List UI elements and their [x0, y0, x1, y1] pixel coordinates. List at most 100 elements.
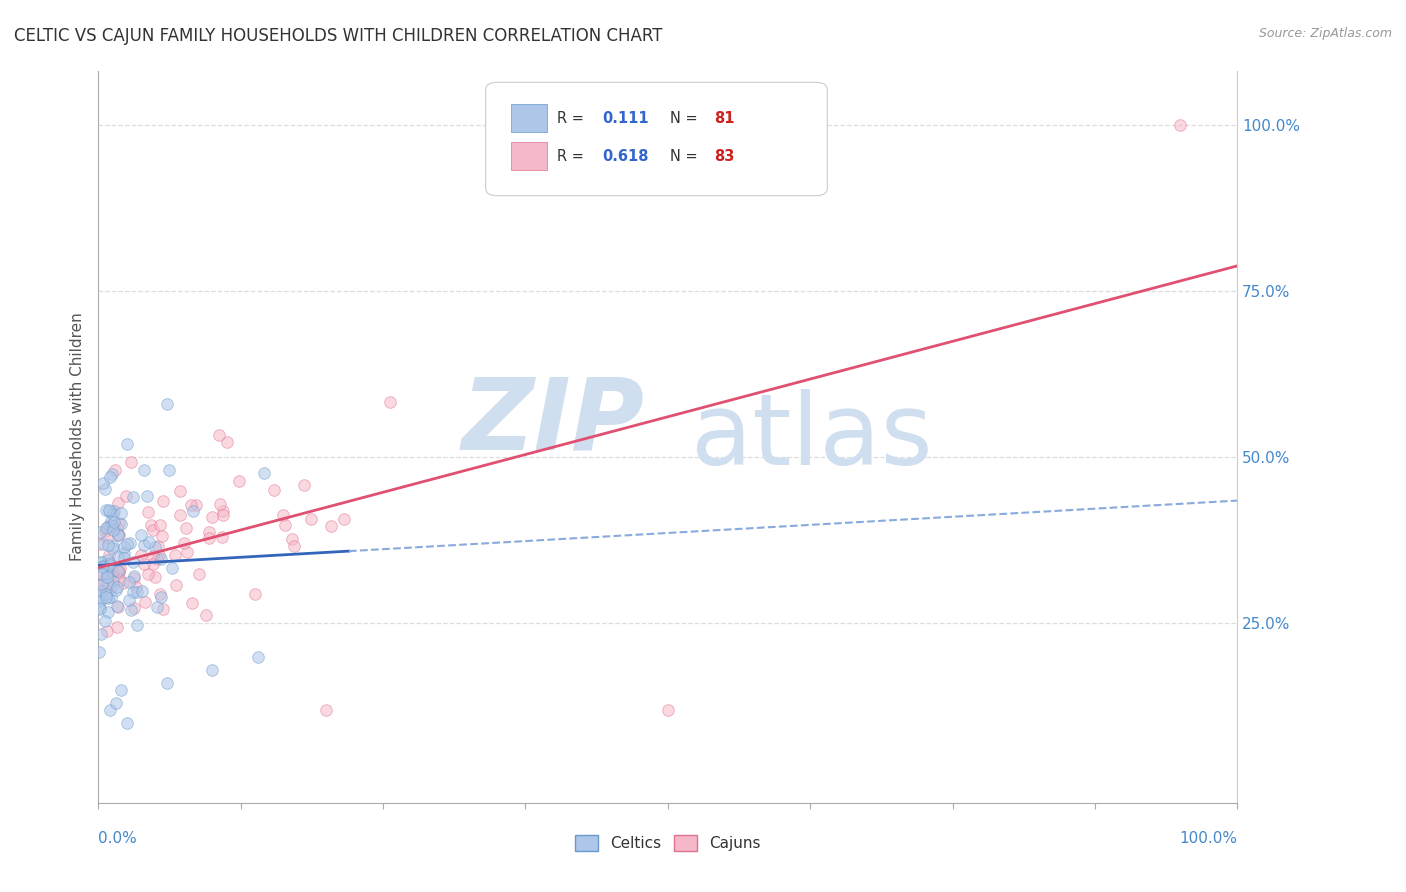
- Point: [100, 591, 122, 605]
- Text: R =: R =: [557, 112, 589, 127]
- Point: [283, 539, 305, 553]
- Point: [101, 523, 124, 537]
- Point: [104, 696, 127, 710]
- Point: [146, 552, 169, 566]
- Text: Source: ZipAtlas.com: Source: ZipAtlas.com: [1258, 27, 1392, 40]
- Point: [217, 434, 239, 449]
- Point: [98, 470, 121, 484]
- Point: [104, 462, 127, 476]
- Point: [115, 436, 138, 450]
- Point: [149, 587, 172, 601]
- Point: [107, 527, 129, 541]
- Point: [136, 566, 159, 581]
- Point: [201, 510, 224, 524]
- Point: [180, 596, 202, 610]
- Point: [246, 649, 269, 664]
- Point: [105, 583, 128, 598]
- Point: [97, 577, 120, 591]
- Point: [228, 474, 250, 488]
- Point: [108, 573, 131, 587]
- Point: [118, 592, 141, 607]
- Point: [122, 571, 145, 585]
- Point: [253, 467, 276, 481]
- Point: [89, 566, 111, 581]
- Point: [121, 490, 143, 504]
- Point: [321, 519, 343, 533]
- Point: [169, 508, 191, 522]
- Point: [87, 537, 110, 551]
- Point: [91, 559, 114, 574]
- Point: [299, 511, 322, 525]
- Point: [271, 508, 294, 522]
- Bar: [510, 104, 547, 132]
- Point: [91, 566, 114, 581]
- Point: [97, 553, 120, 567]
- Point: [107, 496, 129, 510]
- Point: [90, 584, 112, 599]
- Point: [121, 584, 143, 599]
- Point: [90, 577, 112, 591]
- Point: [89, 524, 111, 539]
- Point: [103, 516, 125, 530]
- Text: 0.111: 0.111: [602, 112, 648, 127]
- Point: [169, 484, 191, 499]
- Point: [132, 557, 155, 571]
- Point: [94, 590, 117, 604]
- Point: [103, 504, 125, 518]
- Point: [91, 556, 114, 570]
- Point: [152, 602, 174, 616]
- Point: [101, 564, 124, 578]
- Point: [90, 579, 112, 593]
- Point: [101, 519, 124, 533]
- Text: 0.0%: 0.0%: [98, 831, 138, 846]
- Point: [100, 518, 122, 533]
- Point: [107, 564, 129, 578]
- Point: [149, 590, 172, 604]
- Point: [111, 576, 134, 591]
- Point: [108, 527, 131, 541]
- Point: [91, 537, 114, 551]
- Point: [198, 532, 221, 546]
- Point: [112, 541, 135, 555]
- Point: [94, 587, 117, 601]
- Point: [195, 607, 218, 622]
- Point: [96, 530, 118, 544]
- Point: [127, 585, 149, 599]
- Point: [211, 530, 233, 544]
- Point: [380, 395, 402, 409]
- Point: [117, 537, 139, 551]
- Point: [118, 536, 141, 550]
- Point: [212, 504, 235, 518]
- Point: [97, 538, 120, 552]
- Text: 81: 81: [714, 112, 735, 127]
- Point: [292, 478, 315, 492]
- Point: [94, 560, 117, 574]
- Point: [87, 574, 110, 589]
- Point: [98, 558, 121, 572]
- Text: R =: R =: [557, 150, 589, 164]
- Point: [657, 703, 679, 717]
- Point: [107, 564, 129, 578]
- Point: [142, 557, 165, 571]
- Point: [131, 583, 153, 598]
- Point: [115, 489, 138, 503]
- Point: [176, 544, 198, 558]
- Text: ZIP: ZIP: [463, 374, 645, 471]
- Point: [152, 493, 174, 508]
- Point: [136, 505, 159, 519]
- Point: [101, 575, 124, 590]
- Point: [184, 498, 207, 512]
- Point: [97, 549, 120, 563]
- Point: [107, 620, 129, 634]
- Point: [125, 617, 148, 632]
- Point: [263, 483, 285, 497]
- Point: [107, 566, 129, 580]
- Point: [243, 587, 266, 601]
- Point: [273, 517, 295, 532]
- Point: [150, 552, 173, 566]
- Y-axis label: Family Households with Children: Family Households with Children: [69, 313, 84, 561]
- Point: [148, 548, 170, 562]
- Point: [315, 703, 337, 717]
- Point: [148, 539, 170, 553]
- Point: [160, 560, 183, 574]
